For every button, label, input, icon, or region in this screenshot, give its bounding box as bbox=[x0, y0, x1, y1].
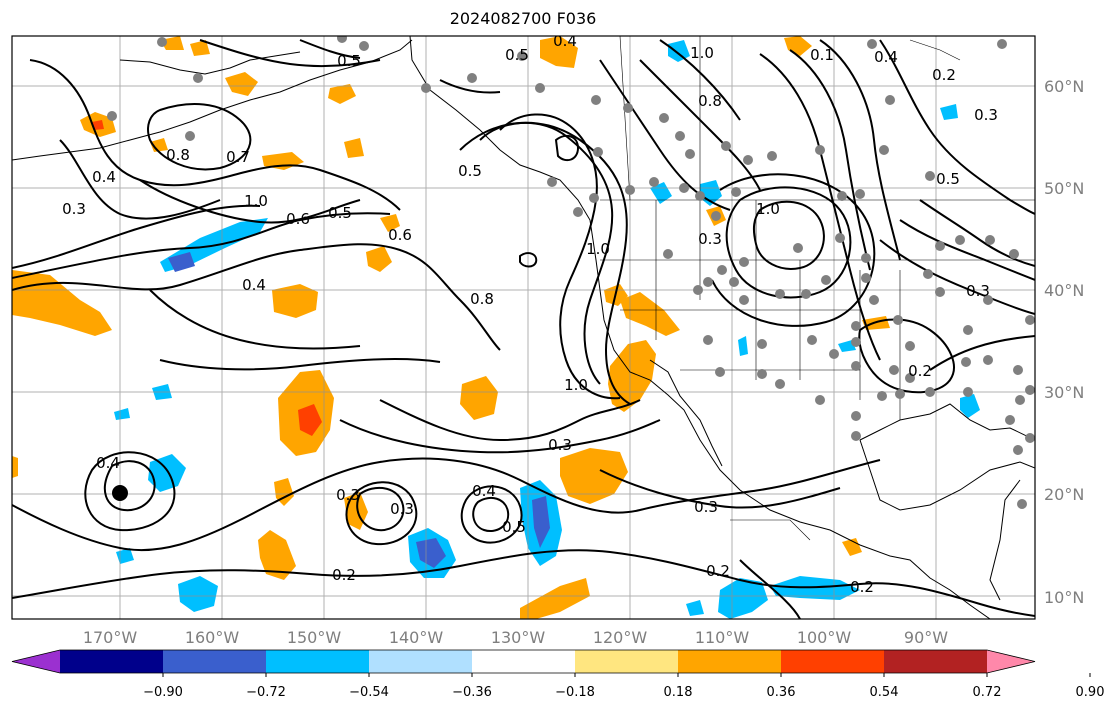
colorbar-tick-label: 0.90 bbox=[1076, 685, 1105, 700]
contour-label: 0.2 bbox=[932, 66, 956, 84]
colorbar-segment bbox=[266, 650, 370, 673]
longitude-label: 160°W bbox=[185, 628, 240, 647]
contour-label: 0.3 bbox=[336, 486, 360, 504]
contour-label: 0.6 bbox=[286, 210, 310, 228]
contour-label: 0.2 bbox=[908, 362, 932, 380]
contour-label: 0.4 bbox=[96, 454, 120, 472]
colorbar-segment bbox=[163, 650, 267, 673]
latitude-axis: 60°N 50°N 40°N 30°N 20°N 10°N bbox=[1044, 77, 1084, 607]
latitude-label: 40°N bbox=[1044, 281, 1084, 300]
latitude-label: 60°N bbox=[1044, 77, 1084, 96]
contour-label: 0.7 bbox=[226, 148, 250, 166]
colorbar-extend-high bbox=[987, 650, 1035, 673]
contour-label: 0.2 bbox=[850, 578, 874, 596]
colorbar-tick-label: −0.36 bbox=[452, 685, 492, 700]
map-content: 0.5 0.4 0.5 1.0 0.1 0.4 0.2 0.3 0.8 0.7 … bbox=[12, 32, 1035, 619]
graticule bbox=[12, 36, 1035, 619]
longitude-label: 100°W bbox=[797, 628, 852, 647]
contour-label-group: 0.5 0.4 0.5 1.0 0.1 0.4 0.2 0.3 0.8 0.7 … bbox=[62, 32, 998, 596]
colorbar: −0.90 −0.72 −0.54 −0.36 −0.18 0.18 0.36 0.54 0.7… bbox=[11, 649, 1105, 700]
page-title: 2024082700 F036 bbox=[449, 9, 597, 28]
colorbar-tick-label: −0.72 bbox=[246, 685, 286, 700]
contour-label: 0.3 bbox=[548, 436, 572, 454]
contour-label: 0.3 bbox=[694, 498, 718, 516]
colorbar-segment bbox=[678, 650, 782, 673]
contour-label: 0.2 bbox=[706, 562, 730, 580]
contour-label: 1.0 bbox=[756, 200, 780, 218]
contour-label: 0.5 bbox=[458, 162, 482, 180]
colorbar-outline bbox=[11, 649, 1036, 674]
contour-label: 0.4 bbox=[553, 32, 577, 50]
contour-label: 0.3 bbox=[62, 200, 86, 218]
contour-label: 0.4 bbox=[874, 48, 898, 66]
black-marker bbox=[112, 485, 128, 501]
contour-label: 0.4 bbox=[472, 482, 496, 500]
longitude-axis: 170°W 160°W 150°W 140°W 130°W 120°W 110°… bbox=[83, 628, 948, 647]
longitude-label: 120°W bbox=[593, 628, 648, 647]
longitude-label: 170°W bbox=[83, 628, 138, 647]
contour-label: 0.3 bbox=[698, 230, 722, 248]
longitude-label: 110°W bbox=[695, 628, 750, 647]
coastlines bbox=[12, 36, 1035, 619]
colorbar-extend-low bbox=[12, 650, 60, 673]
contour-label: 1.0 bbox=[564, 376, 588, 394]
latitude-label: 50°N bbox=[1044, 179, 1084, 198]
contour-label: 0.5 bbox=[502, 518, 526, 536]
longitude-label: 130°W bbox=[491, 628, 546, 647]
contour-label: 0.6 bbox=[388, 226, 412, 244]
contour-label: 0.5 bbox=[337, 52, 361, 70]
contour-label: 1.0 bbox=[690, 44, 714, 62]
colorbar-tick-label: 0.18 bbox=[664, 685, 693, 700]
contour-label: 0.5 bbox=[505, 46, 529, 64]
colorbar-tick-label: −0.90 bbox=[143, 685, 183, 700]
contour-label: 0.4 bbox=[92, 168, 116, 186]
contour-label: 0.5 bbox=[328, 204, 352, 222]
latitude-label: 20°N bbox=[1044, 485, 1084, 504]
contour-label: 0.2 bbox=[332, 566, 356, 584]
colorbar-tick-label: 0.72 bbox=[973, 685, 1002, 700]
contour-label: 0.8 bbox=[698, 92, 722, 110]
colorbar-segment bbox=[781, 650, 885, 673]
contour-label: 0.1 bbox=[810, 46, 834, 64]
contour-label: 0.8 bbox=[166, 146, 190, 164]
contour-label: 1.0 bbox=[244, 192, 268, 210]
shaded-fields bbox=[12, 36, 980, 619]
contour-label: 0.5 bbox=[936, 170, 960, 188]
colorbar-segment bbox=[884, 650, 988, 673]
contour-label: 0.8 bbox=[470, 290, 494, 308]
contour-label: 0.3 bbox=[974, 106, 998, 124]
political-borders bbox=[600, 36, 1035, 541]
colorbar-tick-label: −0.18 bbox=[555, 685, 595, 700]
contour-label: 0.3 bbox=[966, 282, 990, 300]
station-markers bbox=[107, 36, 1035, 509]
colorbar-segment bbox=[575, 650, 679, 673]
contour-label: 0.4 bbox=[242, 276, 266, 294]
colorbar-tick-label: 0.54 bbox=[870, 685, 899, 700]
longitude-label: 140°W bbox=[389, 628, 444, 647]
colorbar-tick-label: −0.54 bbox=[349, 685, 389, 700]
latitude-label: 10°N bbox=[1044, 588, 1084, 607]
contour-label: 1.0 bbox=[586, 240, 610, 258]
colorbar-segment bbox=[472, 650, 576, 673]
colorbar-tick-label: 0.36 bbox=[767, 685, 796, 700]
map-frame bbox=[11, 35, 1036, 620]
latitude-label: 30°N bbox=[1044, 383, 1084, 402]
colorbar-segment bbox=[369, 650, 473, 673]
colorbar-segment bbox=[60, 650, 164, 673]
longitude-label: 150°W bbox=[287, 628, 342, 647]
contour-label: 0.3 bbox=[390, 500, 414, 518]
longitude-label: 90°W bbox=[904, 628, 948, 647]
